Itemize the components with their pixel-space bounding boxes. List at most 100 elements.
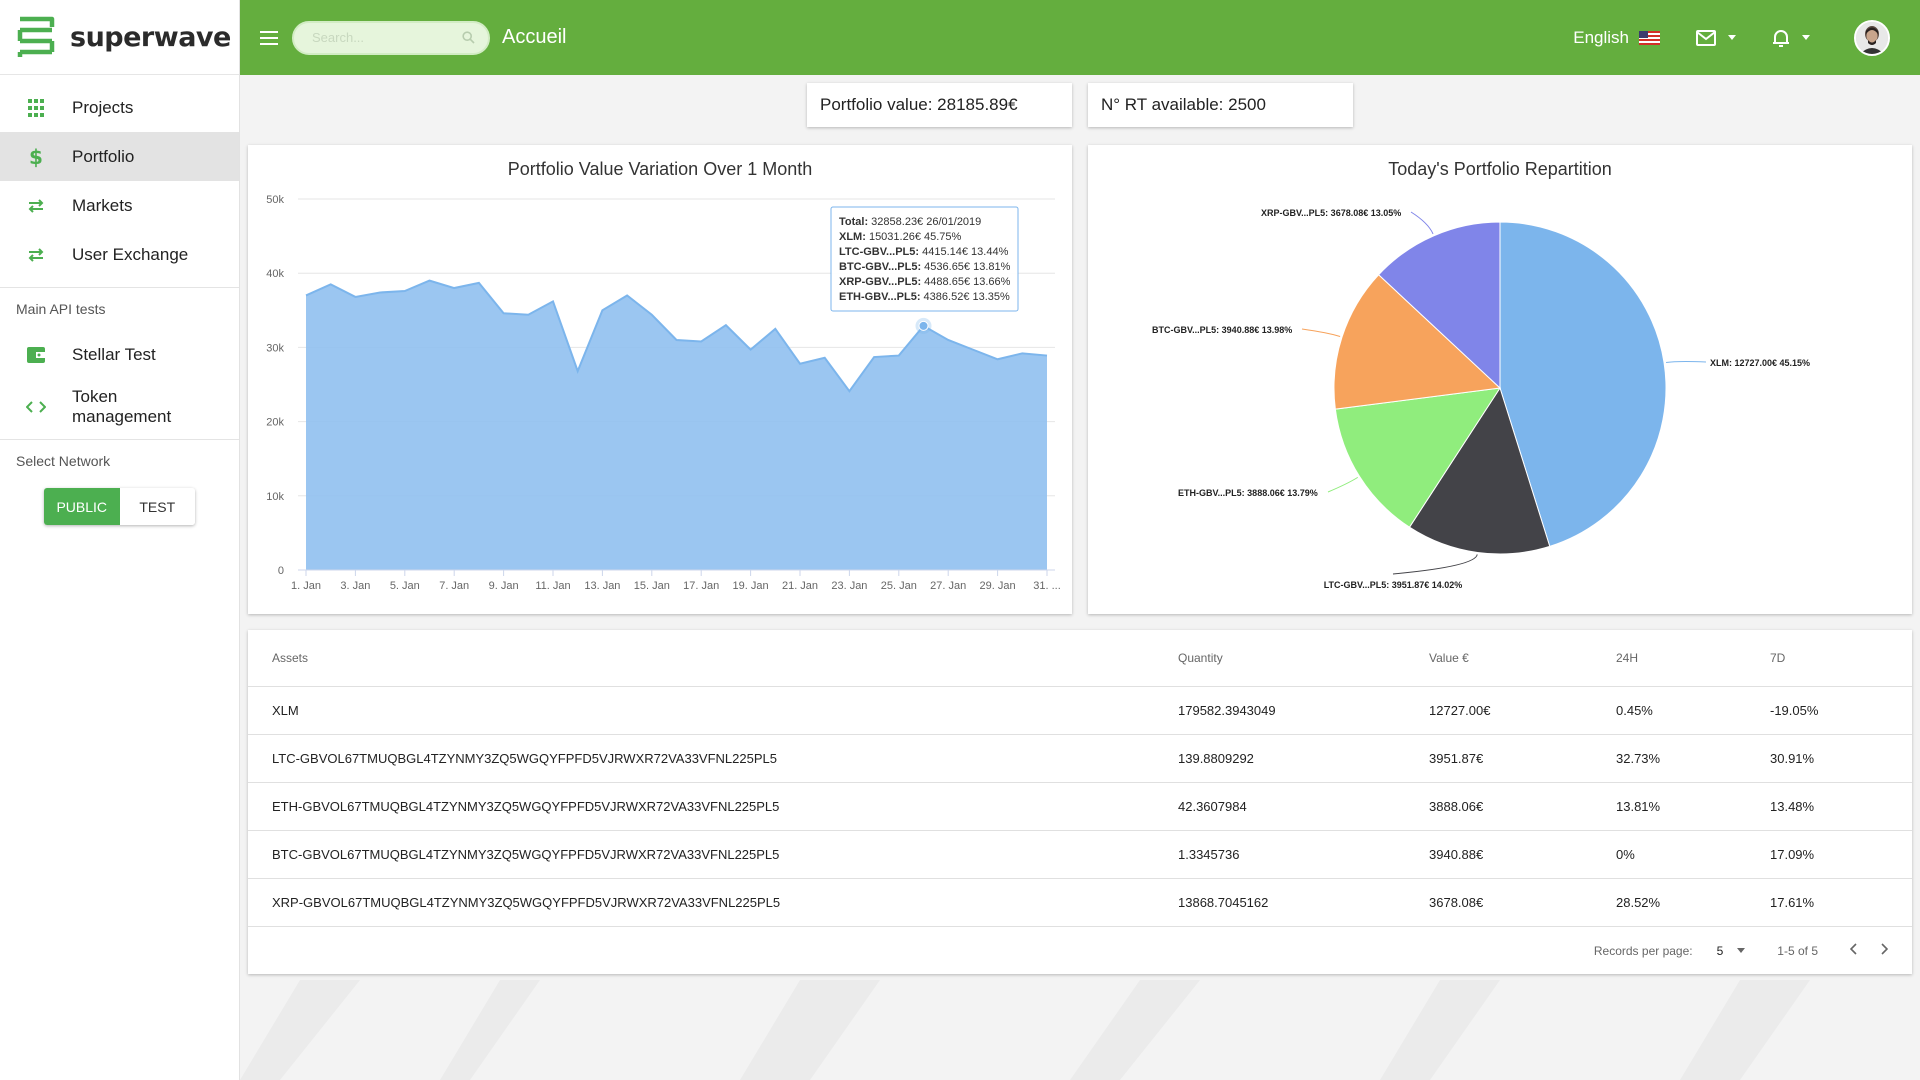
network-test-button[interactable]: TEST [119,488,195,525]
grid-icon [26,98,46,118]
pie-connector [1410,211,1434,235]
sidebar-item-portfolio[interactable]: $ Portfolio [0,132,239,181]
x-tick-label: 27. Jan [930,580,966,592]
search-box [292,20,490,55]
mail-menu[interactable] [1696,29,1736,46]
tooltip-total-label: Total: [839,216,868,228]
pie-slice [1334,387,1502,528]
network-public-button[interactable]: PUBLIC [44,488,120,525]
sidebar-item-projects[interactable]: Projects [0,83,239,132]
asset-value: 3940.88€ [1429,830,1616,879]
x-tick-label: 1. Jan [291,580,321,592]
table-row[interactable]: BTC-GBVOL67TMUQBGL4TZYNMY3ZQ5WGQYFPFD5VJ… [248,830,1912,879]
tooltip-row: LTC-GBV...PL5: 4415.14€ 13.44% [839,246,1009,258]
search-icon[interactable] [462,31,475,44]
asset-7d: 17.61% [1770,878,1912,927]
dollar-icon: $ [29,144,43,169]
chevron-right-icon [1881,943,1889,955]
table-row[interactable]: LTC-GBVOL67TMUQBGL4TZYNMY3ZQ5WGQYFPFD5VJ… [248,734,1912,783]
y-tick-label: 20k [266,417,284,429]
tooltip-row-label: LTC-GBV...PL5: [839,246,919,258]
search-input[interactable] [312,30,462,45]
table-row[interactable]: XLM 179582.3943049 12727.00€ 0.45% -19.0… [248,686,1912,735]
pie-data-label: ETH-GBV...PL5: 3888.06€ 13.79% [1178,488,1318,498]
logo[interactable]: superwave [0,0,239,75]
sidebar-item-label: Markets [72,195,133,215]
next-page-button[interactable] [1880,942,1889,959]
tooltip-row: XLM: 15031.26€ 45.75% [839,231,962,243]
tooltip-total-value: 32858.23€ 26/01/2019 [868,216,981,228]
prev-page-button[interactable] [1849,942,1858,959]
table-header-row: Assets Quantity Value € 24H 7D [248,630,1912,687]
chevron-down-icon [1737,948,1746,953]
mail-icon [1696,29,1716,46]
pie-slice [1333,274,1502,410]
pie-connector [1301,328,1341,337]
asset-7d: 13.48% [1770,782,1912,831]
asset-7d: 17.09% [1770,830,1912,879]
notifications-menu[interactable] [1772,28,1810,48]
asset-quantity: 179582.3943049 [1178,686,1429,735]
superwave-logo-icon [17,16,55,57]
sidebar-item-label: Stellar Test [72,344,156,364]
x-tick-label: 31. ... [1033,580,1061,592]
pie-data-label: LTC-GBV...PL5: 3951.87€ 14.02% [1324,580,1463,590]
wallet-icon [26,345,46,365]
asset-name: ETH-GBVOL67TMUQBGL4TZYNMY3ZQ5WGQYFPFD5VJ… [248,782,1178,831]
header-7d[interactable]: 7D [1770,630,1912,687]
sidebar-item-user-exchange[interactable]: User Exchange [0,230,239,279]
sidebar-item-token-management[interactable]: Token management [0,379,239,435]
code-icon [26,397,46,417]
asset-24h: 0.45% [1616,686,1770,735]
header-assets[interactable]: Assets [248,630,1178,687]
user-avatar-icon [1856,21,1888,54]
table-row[interactable]: ETH-GBVOL67TMUQBGL4TZYNMY3ZQ5WGQYFPFD5VJ… [248,782,1912,831]
tooltip-total: Total: 32858.23€ 26/01/2019 [839,216,981,228]
tooltip-row-label: XLM: [839,231,866,243]
header-24h[interactable]: 24H [1616,630,1770,687]
exchange-icon [26,245,46,265]
pie-slice [1377,221,1501,390]
x-tick-label: 13. Jan [584,580,620,592]
sidebar-item-stellar-test[interactable]: Stellar Test [0,330,239,379]
asset-24h: 13.81% [1616,782,1770,831]
pie-connector [1665,360,1707,364]
asset-7d: -19.05% [1770,686,1912,735]
brand-name: superwave [70,21,231,53]
x-tick-label: 25. Jan [881,580,917,592]
table-row[interactable]: XRP-GBVOL67TMUQBGL4TZYNMY3ZQ5WGQYFPFD5VJ… [248,878,1912,927]
sidebar-item-markets[interactable]: Markets [0,181,239,230]
chart-title: Portfolio Value Variation Over 1 Month [507,159,813,179]
table-pager: Records per page: 5 1-5 of 5 [248,927,1912,975]
area-chart[interactable]: 0 10k 20k 30k 40k 50k 1. Jan 3. Jan 5. Jan 7. Jan… [248,145,1072,614]
pie-chart[interactable]: XLM: 12727.00€ 45.15% LTC-GBV...PL5: 3951… [1088,145,1912,614]
menu-icon[interactable] [260,30,278,45]
asset-value: 3678.08€ [1429,878,1616,927]
sidebar-item-label: Token management [72,387,172,426]
pie-data-label: BTC-GBV...PL5: 3940.88€ 13.98% [1152,325,1292,335]
language-selector[interactable]: English [1573,28,1660,48]
page-title: Accueil [502,26,567,48]
avatar[interactable] [1854,19,1890,56]
x-tick-label: 15. Jan [634,580,670,592]
pie-slice [1408,386,1551,555]
hover-point [918,320,929,331]
tooltip-row-value: 4415.14€ 13.44% [919,246,1009,258]
tooltip-row-value: 4488.65€ 13.66% [921,276,1011,288]
header-value[interactable]: Value € [1429,630,1616,687]
portfolio-variation-chart: Portfolio Value Variation Over 1 Month 0… [248,145,1072,614]
y-tick-label: 40k [266,268,284,280]
x-tick-label: 19. Jan [733,580,769,592]
tooltip-row-label: XRP-GBV...PL5: [839,276,921,288]
asset-value: 12727.00€ [1429,686,1616,735]
asset-24h: 0% [1616,830,1770,879]
assets-table-panel: Assets Quantity Value € 24H 7D XLM 17958… [248,630,1912,974]
records-per-page-select[interactable]: 5 [1717,944,1746,958]
bell-icon [1773,29,1789,47]
asset-quantity: 13868.7045162 [1178,878,1429,927]
sidebar-item-label: User Exchange [72,244,189,264]
header-quantity[interactable]: Quantity [1178,630,1429,687]
sidebar-divider [0,287,239,288]
tooltip-row-label: ETH-GBV...PL5: [839,291,921,303]
assets-table: Assets Quantity Value € 24H 7D XLM 17958… [248,630,1912,927]
